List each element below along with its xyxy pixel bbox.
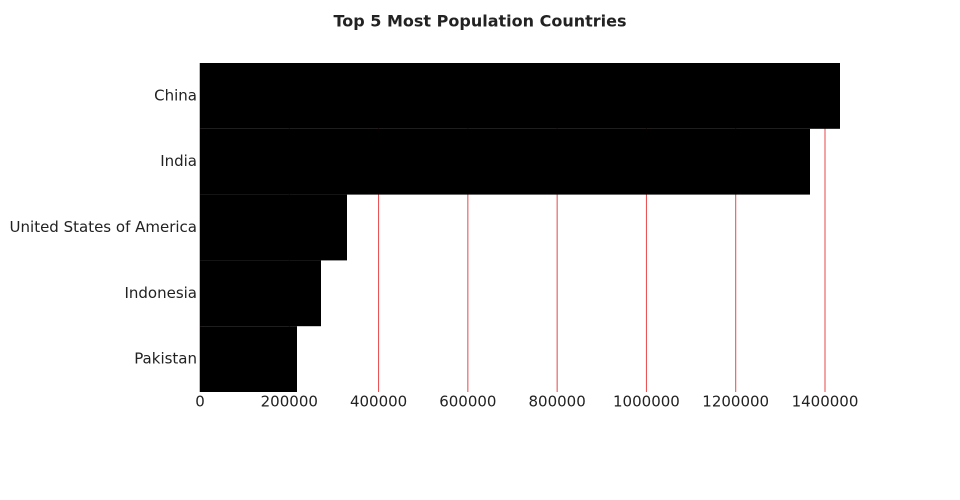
bar [200,63,840,129]
x-tick-label: 0 [195,393,205,411]
chart-title: Top 5 Most Population Countries [333,12,626,31]
x-tick-label: 1400000 [792,393,859,411]
x-tick-label: 600000 [439,393,496,411]
x-tick-label: 200000 [261,393,318,411]
y-tick-label: China [154,86,197,104]
labels: 0 200000 400000 600000 800000 1000000 1200000 1… [10,86,859,410]
y-tick-label: India [160,152,197,170]
y-tick-label: Indonesia [124,284,197,302]
bar [200,128,810,195]
bar [200,326,297,392]
x-tick-label: 400000 [350,393,407,411]
y-tick-label: Pakistan [134,350,197,368]
bar [200,260,321,327]
x-tick-label: 1000000 [613,393,680,411]
x-tick-label: 1200000 [702,393,769,411]
y-tick-label: United States of America [10,218,197,236]
x-tick-label: 800000 [529,393,586,411]
bar [200,194,347,261]
bars [200,63,840,392]
